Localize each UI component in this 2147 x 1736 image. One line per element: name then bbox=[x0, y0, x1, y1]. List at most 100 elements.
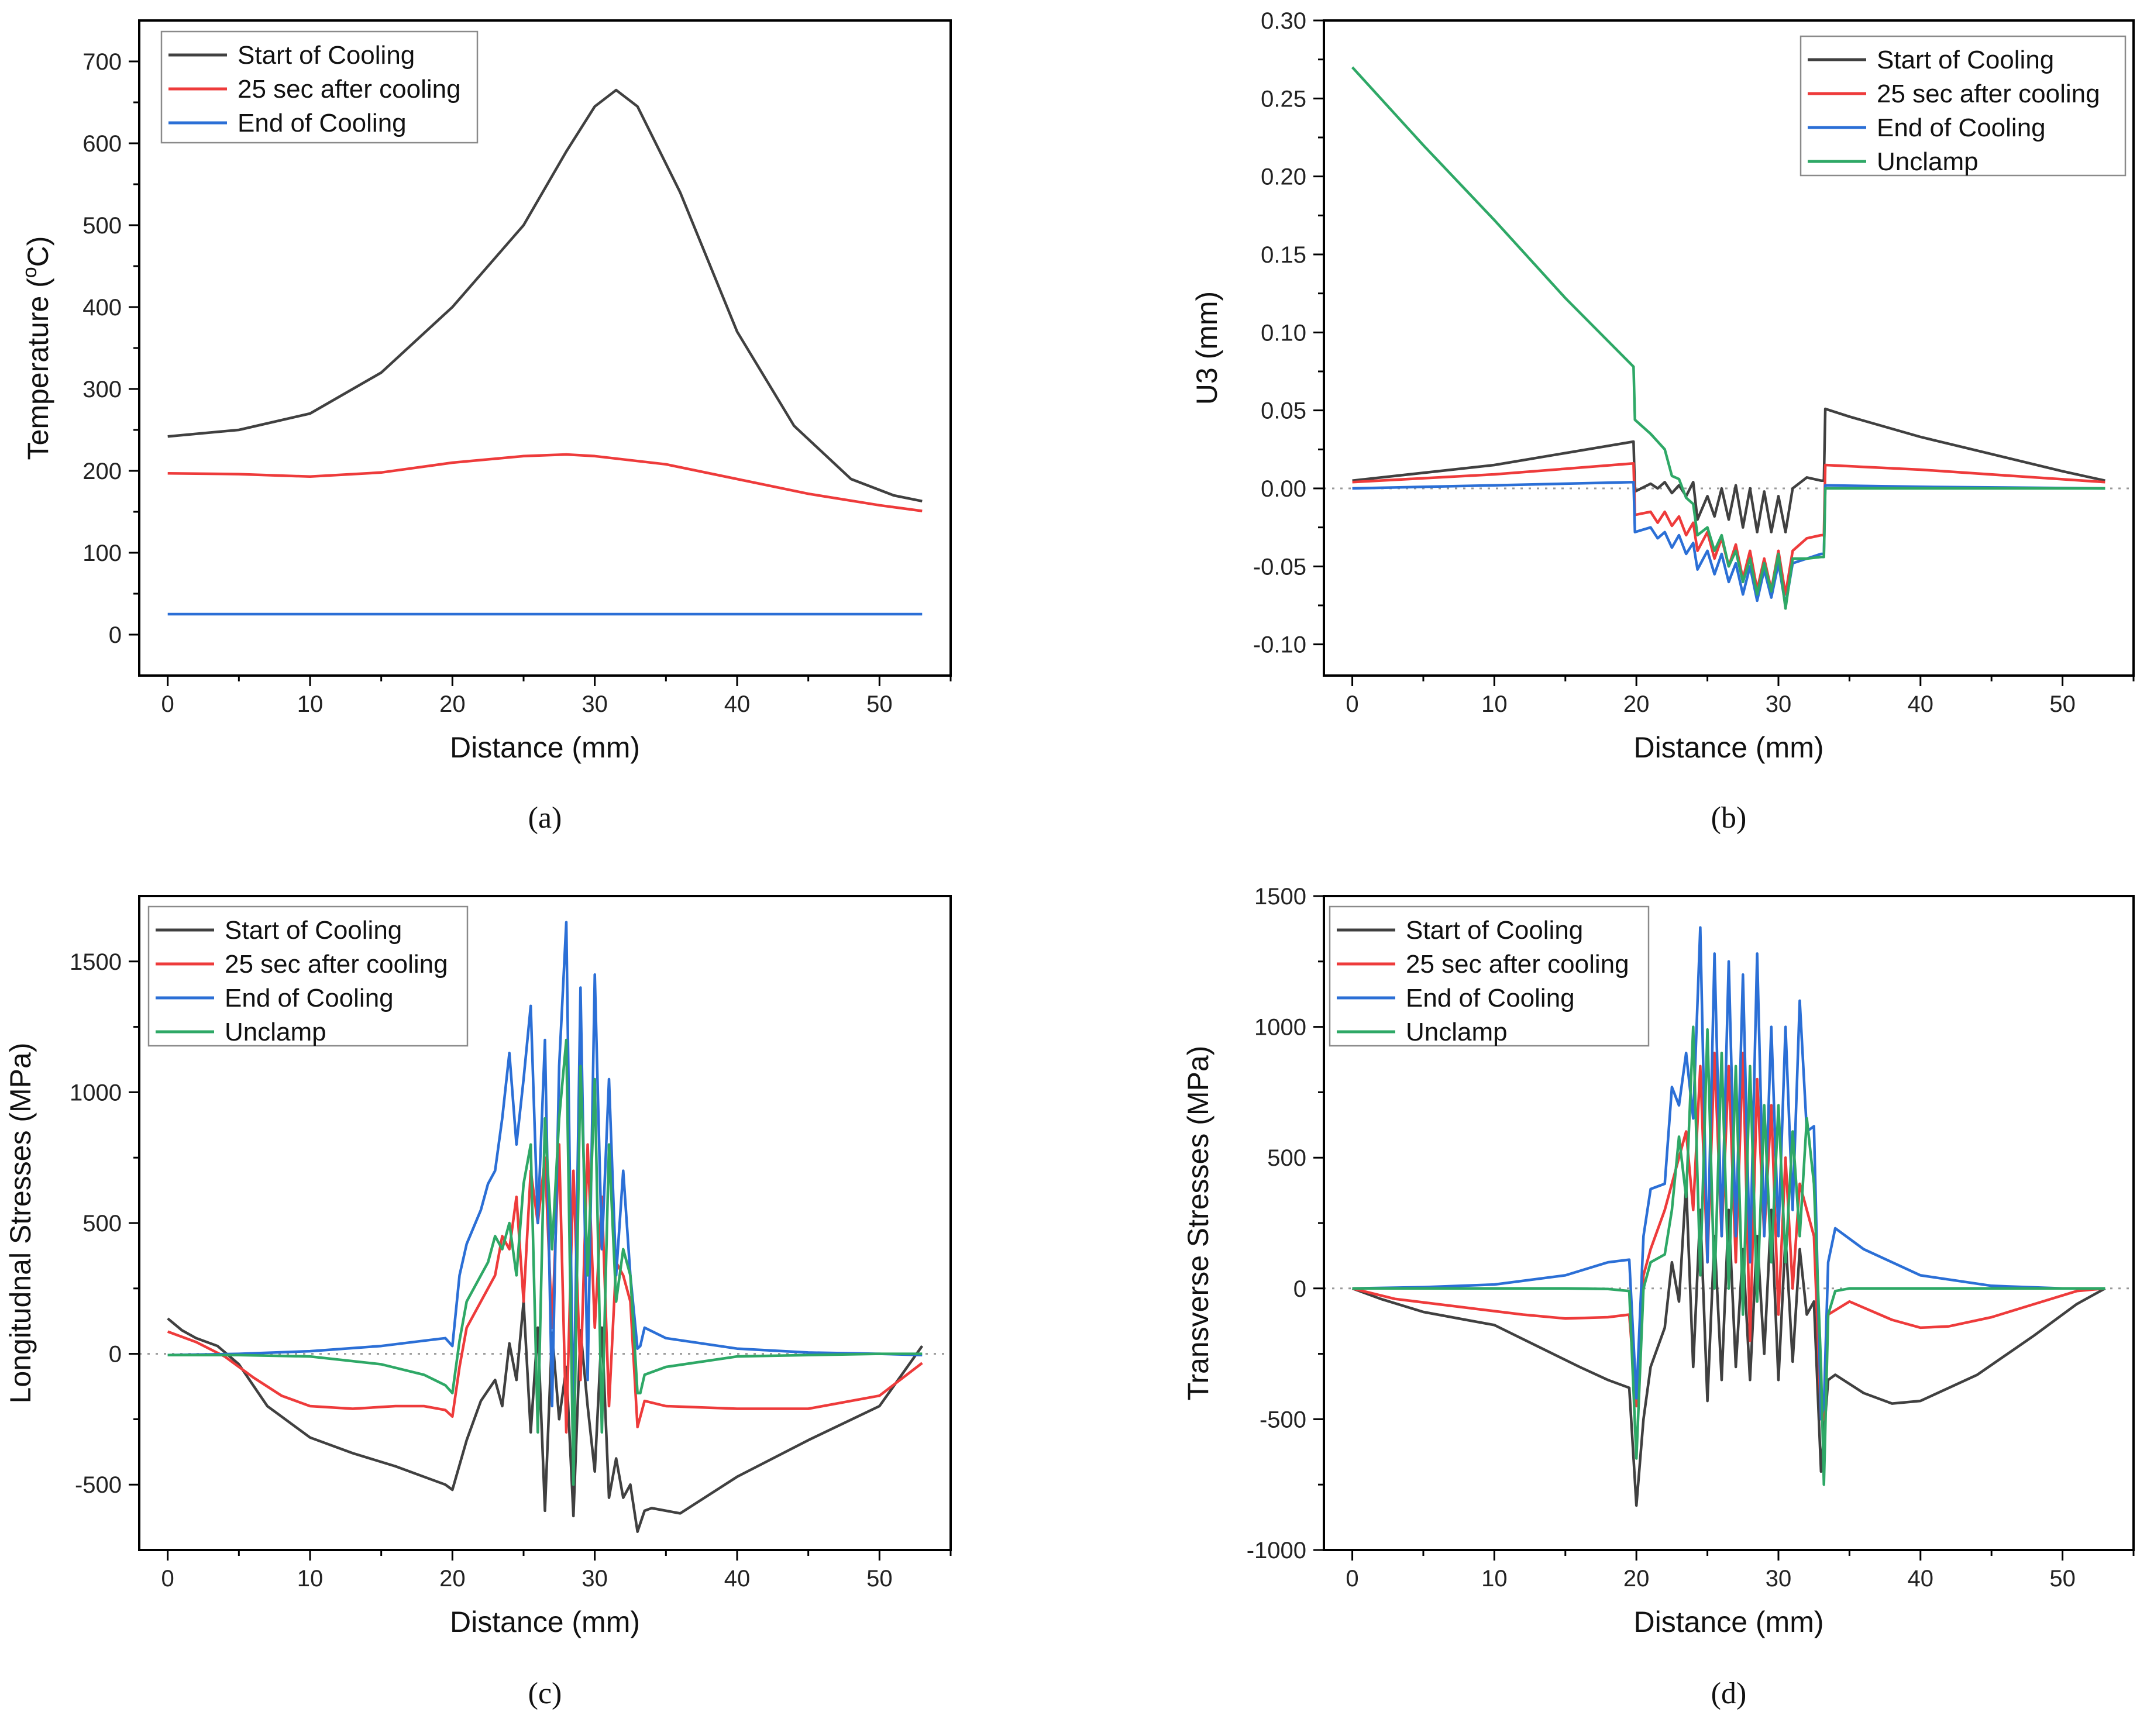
x-tick-label: 20 bbox=[439, 691, 466, 717]
y-tick-label: -1000 bbox=[1247, 1538, 1306, 1563]
x-axis-title: Distance (mm) bbox=[1633, 731, 1823, 764]
x-tick-label: 10 bbox=[1481, 691, 1508, 717]
y-tick-label: -500 bbox=[1260, 1407, 1306, 1432]
y-tick-label: 500 bbox=[82, 213, 122, 239]
legend-label-25-sec-after-cooling: 25 sec after cooling bbox=[225, 950, 448, 979]
x-tick-label: 0 bbox=[161, 691, 174, 717]
x-tick-label: 0 bbox=[161, 1566, 174, 1592]
panel-label: (a) bbox=[528, 801, 562, 835]
y-tick-label: 100 bbox=[82, 540, 122, 566]
series-line-start-of-cooling bbox=[1351, 1182, 2106, 1507]
series-line-start-of-cooling bbox=[167, 88, 923, 503]
x-tick-label: 20 bbox=[1623, 1566, 1650, 1592]
y-tick-label: 0.10 bbox=[1261, 320, 1306, 346]
legend-label-end-of-cooling: End of Cooling bbox=[225, 984, 394, 1012]
y-tick-label: 1500 bbox=[70, 949, 122, 975]
x-tick-label: 10 bbox=[1481, 1566, 1508, 1592]
series-line-25-sec-after-cooling bbox=[167, 453, 923, 512]
legend-label-start-of-cooling: Start of Cooling bbox=[238, 41, 415, 70]
y-tick-label: -500 bbox=[75, 1472, 122, 1498]
legend-label-25-sec-after-cooling: 25 sec after cooling bbox=[238, 75, 461, 104]
panel-label: (b) bbox=[1711, 801, 1747, 835]
y-tick-label: 1000 bbox=[1254, 1015, 1306, 1041]
legend-label-start-of-cooling: Start of Cooling bbox=[1406, 916, 1583, 945]
legend-label-unclamp: Unclamp bbox=[225, 1018, 326, 1046]
legend-label-25-sec-after-cooling: 25 sec after cooling bbox=[1406, 950, 1629, 979]
x-tick-label: 30 bbox=[582, 691, 608, 717]
x-tick-label: 50 bbox=[2049, 1566, 2076, 1592]
legend-label-end-of-cooling: End of Cooling bbox=[238, 109, 407, 137]
y-tick-label: 0.00 bbox=[1261, 476, 1306, 502]
x-tick-label: 40 bbox=[724, 1566, 751, 1592]
legend-label-start-of-cooling: Start of Cooling bbox=[1877, 46, 2054, 74]
x-tick-label: 50 bbox=[866, 1566, 893, 1592]
series-line-start-of-cooling bbox=[167, 1300, 924, 1533]
legend: Start of Cooling 25 sec after cooling End … bbox=[147, 905, 469, 1047]
legend-label-start-of-cooling: Start of Cooling bbox=[225, 916, 402, 945]
x-tick-label: 10 bbox=[297, 1566, 324, 1592]
x-tick-label: 0 bbox=[1346, 691, 1358, 717]
x-axis-title: Distance (mm) bbox=[1633, 1606, 1823, 1638]
panel-b-u3-chart: 0 10 20 30 40 50 -0.10 -0.05 0.00 0.05 0.10 0.15 0.2… bbox=[1191, 8, 2135, 835]
x-tick-label: 30 bbox=[582, 1566, 608, 1592]
series-line-end-of-cooling bbox=[1352, 926, 2105, 1421]
y-tick-label: 700 bbox=[82, 49, 122, 75]
series-line-start-of-cooling bbox=[1352, 407, 2105, 533]
x-tick-label: 50 bbox=[866, 691, 893, 717]
y-tick-label: -0.05 bbox=[1253, 554, 1306, 580]
x-tick-label: 40 bbox=[724, 691, 751, 717]
y-tick-label: 0.25 bbox=[1261, 86, 1306, 112]
y-tick-label: 400 bbox=[82, 295, 122, 321]
legend-label-end-of-cooling: End of Cooling bbox=[1877, 113, 2046, 142]
panel-a-temperature-chart: 0 10 20 30 40 500100200300400500600700Distanc… bbox=[19, 19, 952, 835]
y-tick-label: 200 bbox=[82, 459, 122, 484]
y-tick-label: 300 bbox=[82, 377, 122, 402]
y-axis-title: Temperature (oC) bbox=[19, 236, 54, 460]
legend: Start of Cooling 25 sec after cooling End … bbox=[1800, 35, 2127, 177]
y-tick-label: 500 bbox=[1267, 1145, 1306, 1171]
series-line-unclamp bbox=[1351, 66, 2105, 610]
x-axis-title: Distance (mm) bbox=[450, 1606, 640, 1638]
x-tick-label: 30 bbox=[1766, 1566, 1792, 1592]
y-tick-label: 1000 bbox=[70, 1080, 122, 1105]
y-tick-label: 500 bbox=[82, 1211, 122, 1236]
x-axis-title: Distance (mm) bbox=[450, 731, 640, 764]
x-tick-label: 30 bbox=[1766, 691, 1792, 717]
legend: Start of Cooling 25 sec after cooling End … bbox=[160, 30, 479, 144]
series-line-unclamp bbox=[167, 1038, 923, 1486]
y-tick-label: 0.20 bbox=[1261, 164, 1306, 190]
y-axis-title-superscript: o bbox=[19, 267, 41, 278]
x-tick-label: 40 bbox=[1908, 1566, 1934, 1592]
series-line-end-of-cooling bbox=[167, 921, 923, 1434]
y-tick-label: 1500 bbox=[1254, 884, 1306, 910]
plot-frame bbox=[1323, 19, 2135, 677]
x-tick-label: 20 bbox=[1623, 691, 1650, 717]
y-tick-label: 0 bbox=[109, 622, 122, 648]
legend-label-unclamp: Unclamp bbox=[1406, 1018, 1508, 1046]
panel-c-longitudinal-stress-chart: 0 10 20 30 40 50 -500 0 500 1000 1500 Distance (mm)… bbox=[4, 895, 952, 1710]
legend: Start of Cooling 25 sec after cooling End … bbox=[1329, 905, 1650, 1047]
panel-d-transverse-stress-chart: 0 10 20 30 40 50 -1000 -500 0 500 1000 1500 Distance… bbox=[1182, 884, 2135, 1710]
y-tick-label: 0 bbox=[109, 1342, 122, 1368]
x-tick-label: 0 bbox=[1346, 1566, 1358, 1592]
y-axis-title: Longitudnal Stresses (MPa) bbox=[4, 1043, 37, 1404]
y-axis-title: U3 (mm) bbox=[1191, 291, 1223, 405]
panel-label: (d) bbox=[1711, 1677, 1747, 1710]
y-axis-title: Transverse Stresses (MPa) bbox=[1182, 1046, 1214, 1401]
series-line-unclamp bbox=[1352, 1025, 2105, 1486]
legend-label-end-of-cooling: End of Cooling bbox=[1406, 984, 1575, 1012]
x-tick-label: 40 bbox=[1908, 691, 1934, 717]
y-tick-label: 0.15 bbox=[1261, 242, 1306, 268]
y-tick-label: 0.30 bbox=[1261, 8, 1306, 34]
y-axis-title-text: Temperature ( bbox=[22, 278, 54, 460]
y-tick-label: 0 bbox=[1293, 1276, 1306, 1302]
legend-label-25-sec-after-cooling: 25 sec after cooling bbox=[1877, 80, 2100, 108]
y-tick-label: 600 bbox=[82, 131, 122, 157]
legend-label-unclamp: Unclamp bbox=[1877, 147, 1979, 176]
x-tick-label: 20 bbox=[439, 1566, 466, 1592]
y-axis-title-unit: C) bbox=[22, 236, 54, 267]
x-tick-label: 50 bbox=[2049, 691, 2076, 717]
y-tick-label: 0.05 bbox=[1261, 398, 1306, 424]
